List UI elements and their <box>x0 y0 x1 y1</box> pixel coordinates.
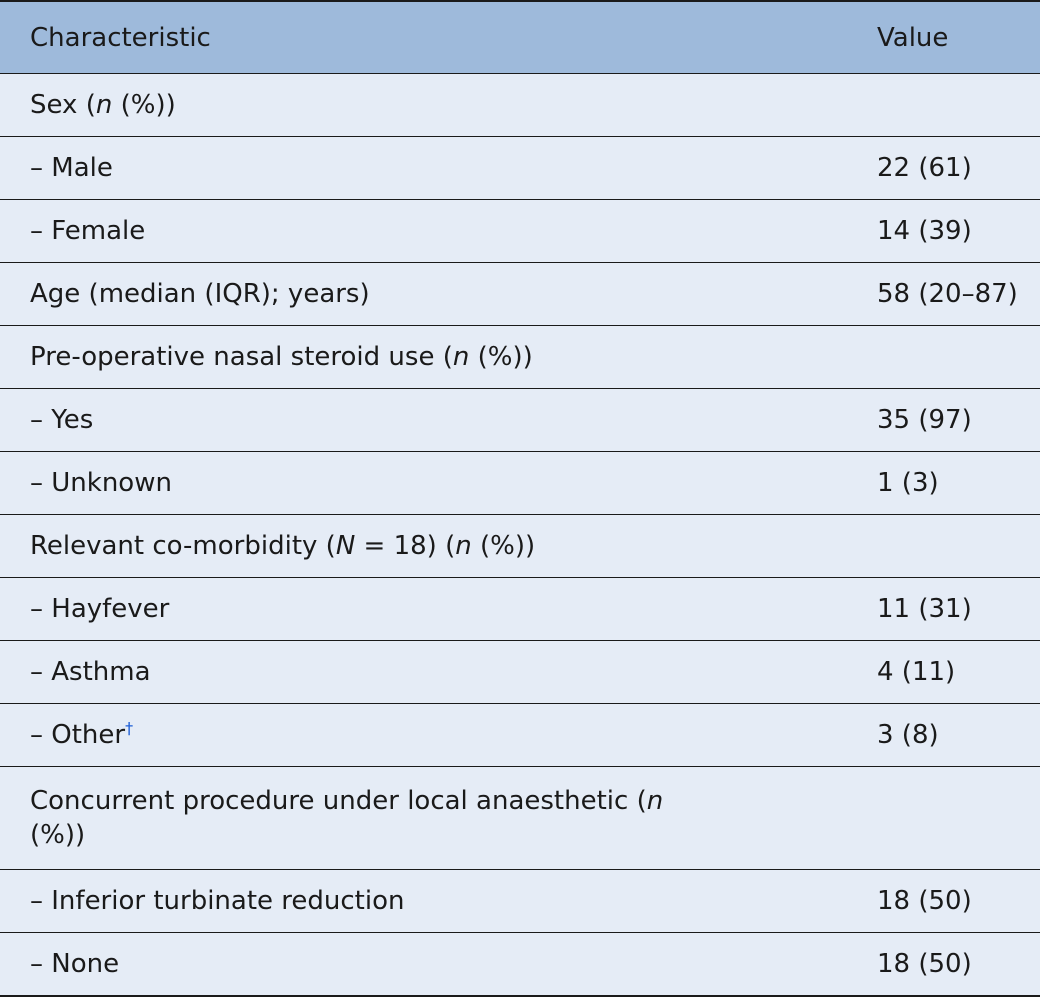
table-row: – Female 14 (39) <box>0 199 1040 263</box>
row-label-text: – Male <box>30 153 113 183</box>
row-label: Concurrent procedure under local anaesth… <box>0 766 847 870</box>
table-row: – Inferior turbinate reduction 18 (50) <box>0 869 1040 933</box>
table-row: Concurrent procedure under local anaesth… <box>0 766 1040 870</box>
row-value: 4 (11) <box>847 640 1040 704</box>
row-label: – Hayfever <box>0 577 847 641</box>
row-label-text: – Yes <box>30 405 94 435</box>
row-label-text: Relevant co-morbidity (N = 18) (n (%)) <box>30 531 536 561</box>
row-label-text: – Inferior turbinate reduction <box>30 886 405 916</box>
row-label: – Male <box>0 136 847 200</box>
row-label-text: – Hayfever <box>30 594 170 624</box>
row-value <box>847 514 1040 578</box>
row-label-text: Sex (n (%)) <box>30 90 176 120</box>
table-row: Pre-operative nasal steroid use (n (%)) <box>0 325 1040 389</box>
row-label: – Female <box>0 199 847 263</box>
row-label-text: – Other <box>30 720 126 750</box>
row-label-text: – None <box>30 949 120 979</box>
row-label: Sex (n (%)) <box>0 73 847 137</box>
row-label: – Inferior turbinate reduction <box>0 869 847 933</box>
footnote-dagger-link[interactable]: † <box>125 718 134 738</box>
header-value: Value <box>847 0 1040 74</box>
row-label: – None <box>0 932 847 997</box>
row-value: 22 (61) <box>847 136 1040 200</box>
row-value: 1 (3) <box>847 451 1040 515</box>
row-value: 35 (97) <box>847 388 1040 452</box>
row-value <box>847 766 1040 870</box>
table-row: – Yes 35 (97) <box>0 388 1040 452</box>
row-value <box>847 325 1040 389</box>
row-value: 18 (50) <box>847 869 1040 933</box>
row-label-text: Concurrent procedure under local anaesth… <box>30 786 664 850</box>
table-row: Age (median (IQR); years) 58 (20–87) <box>0 262 1040 326</box>
row-value: 14 (39) <box>847 199 1040 263</box>
row-label-text: – Unknown <box>30 468 172 498</box>
row-label: Relevant co-morbidity (N = 18) (n (%)) <box>0 514 847 578</box>
table-body: Sex (n (%)) – Male 22 (61) – Female 14 (… <box>0 73 1040 997</box>
row-value: 18 (50) <box>847 932 1040 997</box>
table-row: – Asthma 4 (11) <box>0 640 1040 704</box>
row-label-text: Pre-operative nasal steroid use (n (%)) <box>30 342 533 372</box>
table-header: Characteristic Value <box>0 0 1040 74</box>
row-label-text: Age (median (IQR); years) <box>30 279 370 309</box>
table-row: – None 18 (50) <box>0 932 1040 997</box>
row-label: Age (median (IQR); years) <box>0 262 847 326</box>
header-characteristic: Characteristic <box>0 0 847 74</box>
table-row: – Hayfever 11 (31) <box>0 577 1040 641</box>
table-row: – Other† 3 (8) <box>0 703 1040 767</box>
row-value: 58 (20–87) <box>847 262 1040 326</box>
row-label-text: – Female <box>30 216 146 246</box>
table-row: Sex (n (%)) <box>0 73 1040 137</box>
row-label: – Yes <box>0 388 847 452</box>
table-row: – Male 22 (61) <box>0 136 1040 200</box>
row-label-text: – Asthma <box>30 657 151 687</box>
table-row: – Unknown 1 (3) <box>0 451 1040 515</box>
table-row: Relevant co-morbidity (N = 18) (n (%)) <box>0 514 1040 578</box>
row-label: Pre-operative nasal steroid use (n (%)) <box>0 325 847 389</box>
header-row: Characteristic Value <box>0 0 1040 74</box>
row-label: – Asthma <box>0 640 847 704</box>
row-value: 11 (31) <box>847 577 1040 641</box>
row-label: – Other† <box>0 703 847 767</box>
row-label: – Unknown <box>0 451 847 515</box>
row-value <box>847 73 1040 137</box>
row-value: 3 (8) <box>847 703 1040 767</box>
